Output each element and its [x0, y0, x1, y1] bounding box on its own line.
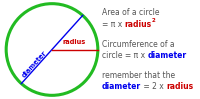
Text: circle = π x: circle = π x — [102, 51, 148, 60]
Text: radius: radius — [62, 39, 86, 45]
Text: = 2 x: = 2 x — [141, 82, 166, 91]
Text: diameter: diameter — [21, 50, 48, 79]
Text: Area of a circle: Area of a circle — [102, 8, 160, 17]
Text: Circumference of a: Circumference of a — [102, 40, 175, 49]
Text: diameter: diameter — [102, 82, 141, 91]
Text: 2: 2 — [152, 18, 156, 23]
Text: diameter: diameter — [148, 51, 187, 60]
Text: radius: radius — [166, 82, 193, 91]
Text: = π x: = π x — [102, 20, 125, 29]
Text: remember that the: remember that the — [102, 71, 175, 80]
Text: radius: radius — [125, 20, 152, 29]
